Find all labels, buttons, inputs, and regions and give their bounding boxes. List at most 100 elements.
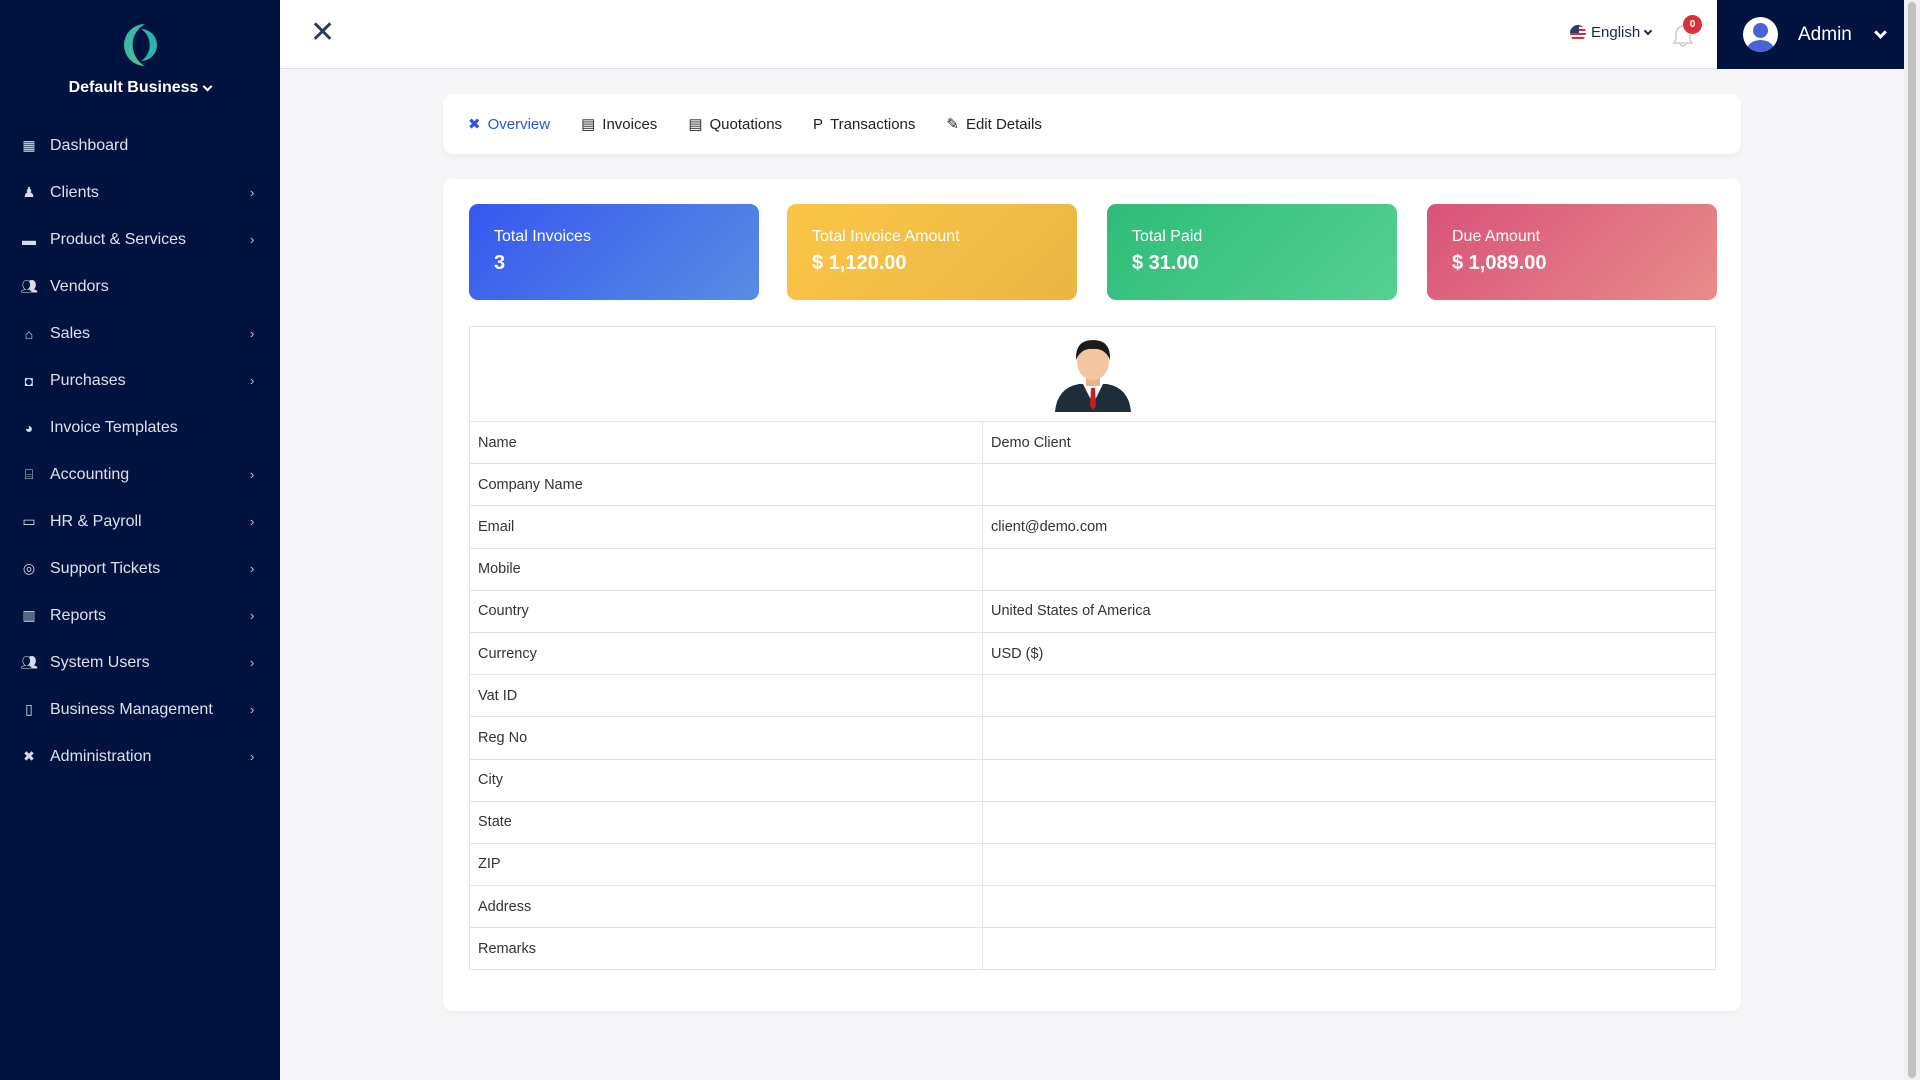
tab-label: Quotations	[709, 115, 783, 133]
tab-label: Transactions	[830, 115, 916, 133]
stat-due-amount: Due Amount $ 1,089.00	[1427, 204, 1717, 300]
table-row: Email client@demo.com	[469, 505, 1716, 549]
business-selector[interactable]: Default Business	[0, 79, 280, 97]
language-label: English	[1591, 24, 1641, 41]
topbar: ✕ English 0	[280, 0, 1904, 69]
detail-label: City	[469, 758, 983, 802]
receipt-icon: ▤	[581, 116, 596, 133]
stat-total-invoice-amount: Total Invoice Amount $ 1,120.00	[787, 204, 1077, 300]
stat-title: Total Invoices	[494, 228, 591, 245]
user-tie-icon: ♟	[22, 184, 36, 200]
chevron-right-icon: ›	[250, 232, 255, 247]
sidebar-item-dashboard[interactable]: ▦ Dashboard	[0, 122, 280, 169]
tab-edit-details[interactable]: ✎ Edit Details	[946, 115, 1041, 134]
detail-label: Remarks	[469, 927, 983, 971]
sidebar-item-reports[interactable]: ▥ Reports ›	[0, 592, 280, 639]
tab-quotations[interactable]: ▤ Quotations	[688, 115, 783, 134]
detail-label: Country	[469, 589, 983, 633]
money-check-icon: ▭	[22, 513, 36, 529]
detail-value	[982, 547, 1716, 591]
sidebar-item-product-services[interactable]: ▬ Product & Services ›	[0, 216, 280, 263]
detail-value	[982, 758, 1716, 802]
detail-label: Vat ID	[469, 674, 983, 718]
tab-overview[interactable]: ✖ Overview	[468, 115, 551, 134]
logo-icon	[124, 24, 157, 66]
sidebar-item-label: Administration	[50, 747, 152, 765]
sidebar-item-sales[interactable]: ⌂ Sales ›	[0, 310, 280, 357]
chevron-right-icon: ›	[250, 185, 255, 200]
sidebar-item-label: Support Tickets	[50, 559, 161, 577]
tab-transactions[interactable]: P Transactions	[813, 116, 915, 133]
sidebar-item-accounting[interactable]: ⌸ Accounting ›	[0, 451, 280, 498]
detail-value	[982, 885, 1716, 929]
detail-value: USD ($)	[982, 631, 1716, 676]
bag-icon: ◘	[24, 372, 34, 389]
chevron-right-icon: ›	[250, 467, 255, 482]
bank-icon: ⌸	[24, 466, 34, 482]
chevron-right-icon: ›	[250, 608, 255, 623]
avatar	[1743, 17, 1778, 52]
stat-value: $ 1,089.00	[1452, 252, 1547, 274]
chevron-right-icon: ›	[250, 373, 255, 388]
user-menu[interactable]: Admin	[1717, 0, 1904, 69]
palette-icon: ◕	[24, 419, 34, 436]
tools-icon: ✖	[23, 748, 35, 764]
detail-label: Company Name	[469, 463, 983, 507]
sidebar-item-label: Product & Services	[50, 230, 187, 248]
sidebar-item-administration[interactable]: ✖ Administration ›	[0, 733, 280, 780]
sidebar-item-hr-payroll[interactable]: ▭ HR & Payroll ›	[0, 498, 280, 545]
sidebar-nav: ▦ Dashboard ♟ Clients › ▬ Product & Services › 👥…	[0, 122, 280, 780]
table-row: State	[469, 800, 1716, 844]
sidebar-item-vendors[interactable]: 👥︎ Vendors	[0, 263, 280, 310]
stat-value: $ 1,120.00	[812, 252, 907, 274]
detail-value: client@demo.com	[982, 505, 1716, 549]
sidebar-item-label: Clients	[50, 183, 99, 201]
chart-bar-icon: ▥	[22, 607, 36, 623]
tab-invoices[interactable]: ▤ Invoices	[581, 115, 657, 134]
detail-label: ZIP	[469, 842, 983, 887]
sidebar-item-label: Purchases	[50, 371, 126, 389]
sidebar-item-invoice-templates[interactable]: ◕ Invoice Templates	[0, 404, 280, 451]
chevron-right-icon: ›	[250, 655, 255, 670]
box-icon: ▬	[22, 231, 36, 248]
sidebar-item-label: HR & Payroll	[50, 512, 142, 530]
table-row: Mobile	[469, 547, 1716, 591]
scrollbar-thumb[interactable]	[1908, 2, 1916, 1078]
sidebar-item-label: Accounting	[50, 465, 130, 483]
sidebar-item-label: Vendors	[50, 277, 109, 295]
detail-value	[982, 463, 1716, 507]
sidebar-item-label: Business Management	[50, 700, 213, 718]
client-photo-cell	[469, 326, 1716, 422]
close-icon[interactable]: ✕	[310, 16, 336, 49]
sidebar-item-business-management[interactable]: ▯ Business Management ›	[0, 686, 280, 733]
scrollbar[interactable]	[1904, 0, 1920, 1080]
sidebar-item-label: Invoice Templates	[50, 418, 178, 436]
users-icon: 👥︎	[20, 278, 38, 294]
stat-total-invoices: Total Invoices 3	[469, 204, 759, 300]
user-name: Admin	[1798, 23, 1852, 45]
sidebar-item-clients[interactable]: ♟ Clients ›	[0, 169, 280, 216]
table-row: Vat ID	[469, 674, 1716, 718]
life-ring-icon: ◎	[22, 560, 36, 576]
sidebar-item-purchases[interactable]: ◘ Purchases ›	[0, 357, 280, 404]
table-row: Address	[469, 885, 1716, 929]
language-selector[interactable]: English	[1570, 24, 1653, 41]
business-name: Default Business	[68, 79, 199, 96]
basket-icon: ⌂	[24, 325, 34, 342]
detail-label: State	[469, 800, 983, 844]
detail-value: Demo Client	[982, 420, 1716, 465]
chevron-right-icon: ›	[250, 749, 255, 764]
building-icon: ▯	[25, 701, 33, 717]
client-avatar-image	[1054, 340, 1131, 412]
detail-value	[982, 842, 1716, 887]
sidebar-item-support-tickets[interactable]: ◎ Support Tickets ›	[0, 545, 280, 592]
stat-value: 3	[494, 252, 506, 274]
detail-value	[982, 927, 1716, 971]
chevron-right-icon: ›	[250, 326, 255, 341]
table-row: Remarks	[469, 927, 1716, 971]
table-row: City	[469, 758, 1716, 802]
sidebar: Default Business ▦ Dashboard ♟ Clients › ▬ Pro…	[0, 0, 280, 1080]
tab-label: Overview	[487, 115, 551, 133]
sidebar-item-system-users[interactable]: 👥︎ System Users ›	[0, 639, 280, 686]
table-row: ZIP	[469, 842, 1716, 887]
